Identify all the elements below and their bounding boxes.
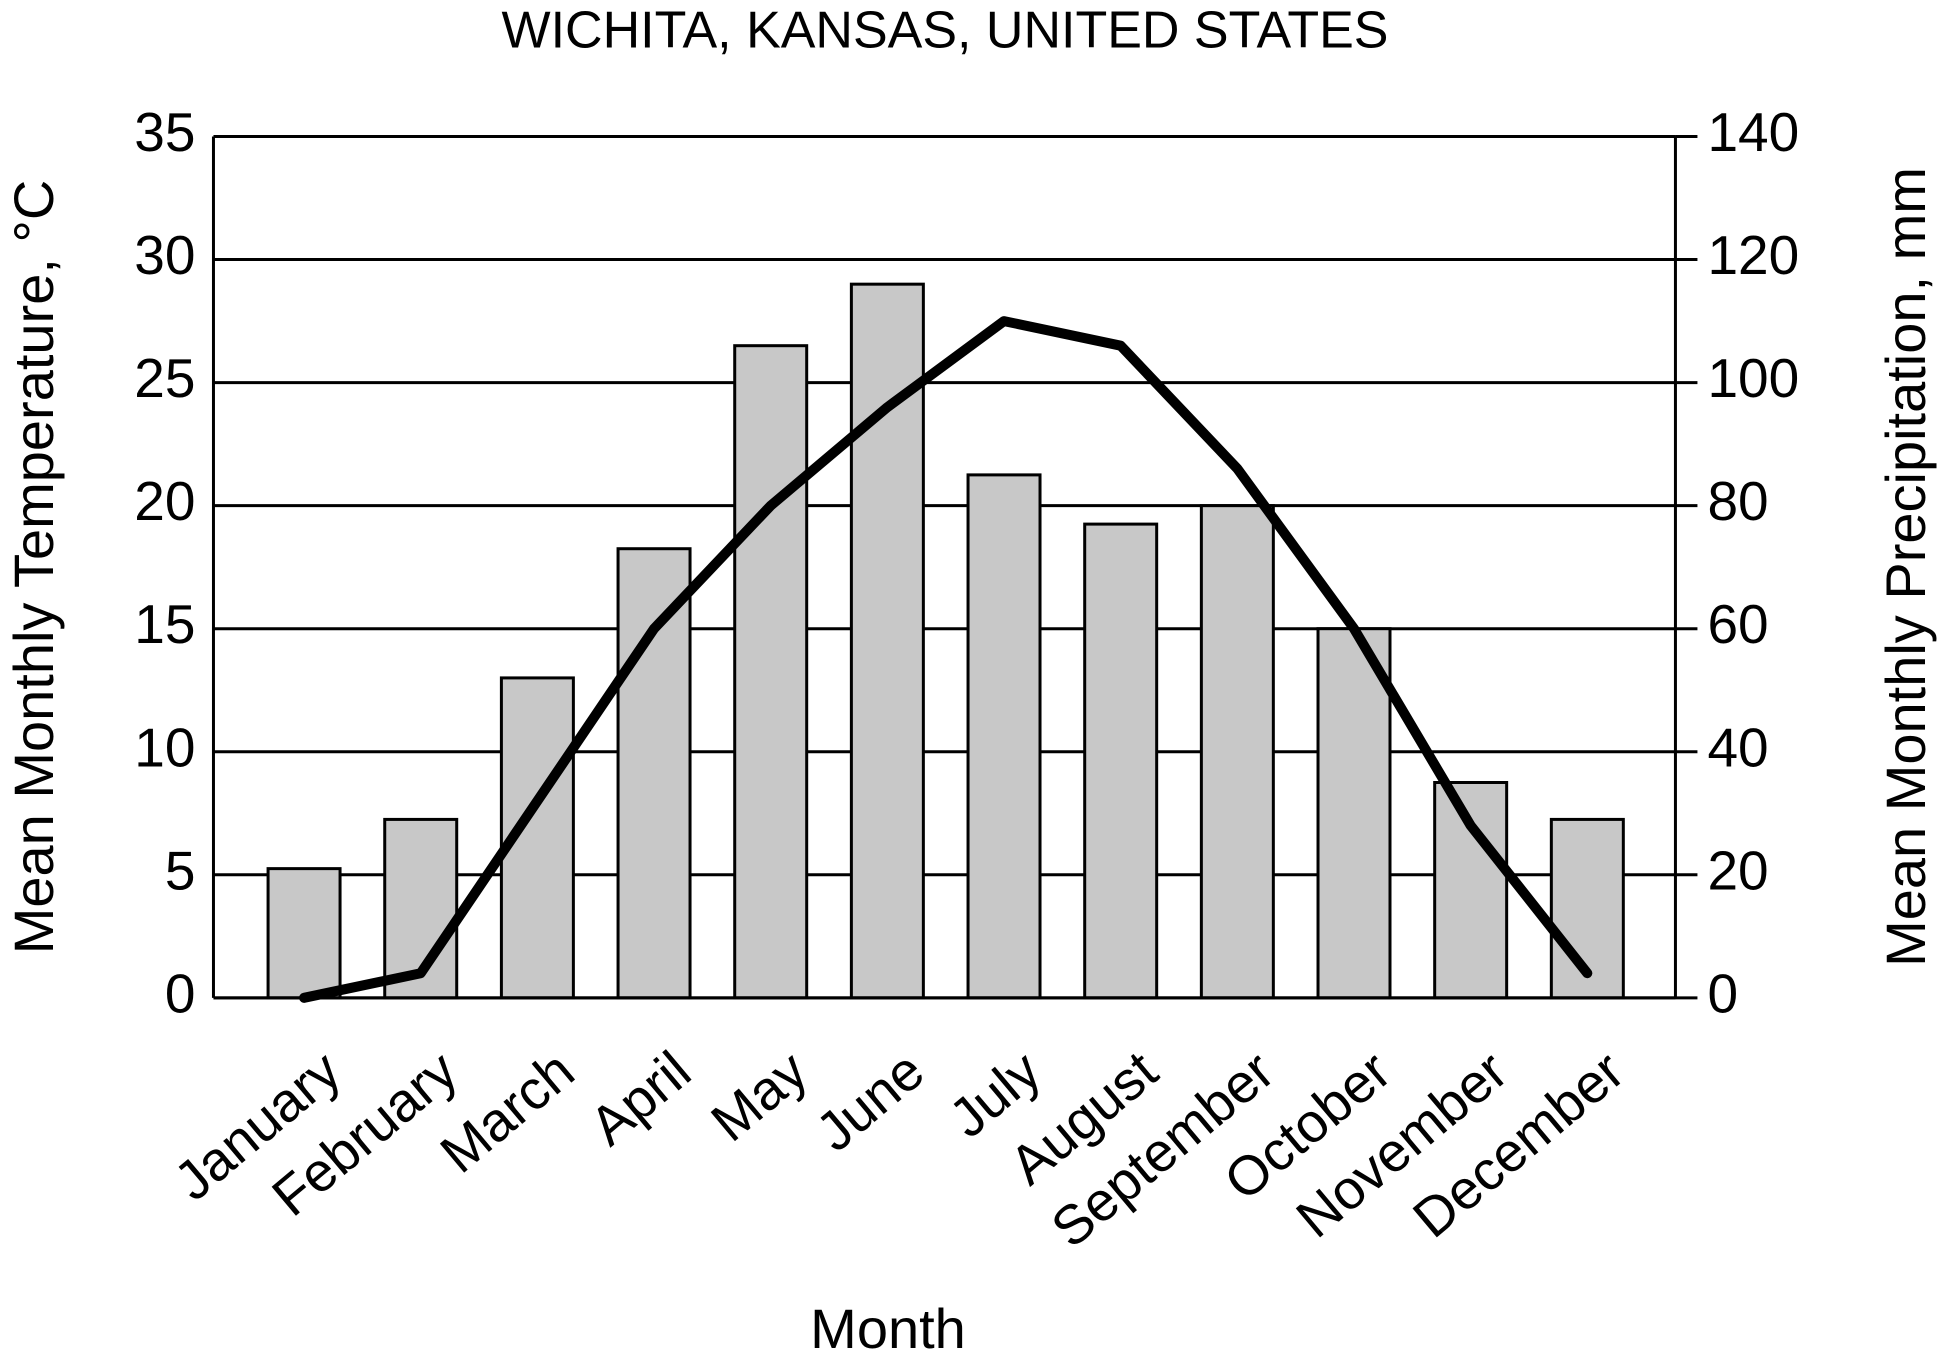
y-tick-label: 30 [134, 224, 195, 286]
bar [1199, 504, 1275, 1000]
bar [1083, 522, 1159, 1000]
y2-tick-label: 0 [1707, 962, 1738, 1024]
x-tick-label: May [699, 1039, 819, 1154]
y2-tick-label: 60 [1707, 593, 1768, 655]
bar [1316, 627, 1392, 1000]
y-tick-label: 5 [165, 839, 196, 901]
y-tick-label: 35 [134, 101, 195, 163]
y2-tick-label: 40 [1707, 716, 1768, 778]
y-tick-label: 10 [134, 716, 195, 778]
y2-tick-label: 100 [1707, 347, 1799, 409]
y-tick-label: 15 [134, 593, 195, 655]
y2-tick-label: 120 [1707, 224, 1799, 286]
temperature-line [299, 316, 1593, 1003]
y2-axis-title: Mean Monthly Precipitation, mm [1874, 167, 1937, 967]
bar [266, 867, 342, 1000]
bar [733, 344, 809, 1000]
x-axis-title: Month [810, 1297, 966, 1360]
y2-tick-label: 20 [1707, 839, 1768, 901]
bar [616, 547, 692, 1000]
x-tick-label: March [429, 1039, 586, 1185]
x-tick-label: April [578, 1039, 702, 1157]
chart-title: WICHITA, KANSAS, UNITED STATES [502, 2, 1389, 60]
y2-tick-label: 80 [1707, 470, 1768, 532]
y-tick-label: 0 [165, 962, 196, 1024]
y-axis-title: Mean Monthly Temperature, °C [2, 180, 65, 955]
x-tick-label: June [804, 1039, 935, 1163]
y2-tick-label: 140 [1707, 101, 1799, 163]
bar [966, 473, 1042, 1000]
y-tick-label: 25 [134, 347, 195, 409]
bar [1433, 780, 1509, 1000]
y-tick-label: 20 [134, 470, 195, 532]
